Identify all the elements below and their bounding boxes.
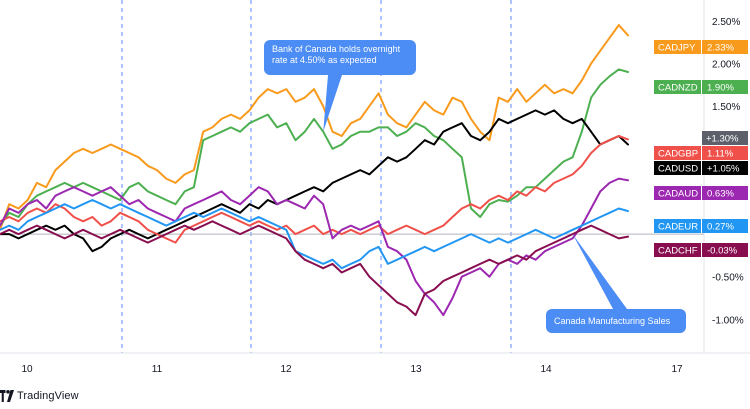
annotation-text: Canada Manufacturing Sales (554, 316, 671, 326)
tag-value-bg (702, 243, 748, 257)
x-tick-label: 12 (280, 364, 292, 375)
tag-value: 2.33% (707, 43, 734, 54)
tag-value-bg (702, 80, 748, 94)
price-tag-cadusd: CADUSD +1.05% (654, 161, 748, 175)
y-tick-label: -1.00% (712, 315, 744, 326)
annotation-text: Bank of Canada holds overnight (272, 44, 401, 54)
tradingview-label: TradingView (17, 390, 79, 402)
tag-value: 0.27% (707, 222, 734, 233)
y-tick-label: -0.50% (712, 273, 744, 284)
annotation-box (546, 309, 686, 333)
price-tag-cadaud: CADAUD 0.63% (654, 186, 748, 200)
tag-value: 1.90% (707, 83, 734, 94)
tag-value: 1.11% (707, 149, 734, 160)
tag-value-bg (702, 161, 748, 175)
y-tick-label: 2.00% (712, 59, 740, 70)
price-tag-extra: +1.30% (702, 131, 748, 145)
x-tick-label: 11 (152, 364, 163, 375)
tag-name: CADJPY (658, 43, 696, 54)
tag-name: CADEUR (658, 222, 698, 233)
tag-name: CADCHF (658, 246, 698, 257)
annotation-pointer (323, 75, 342, 132)
annotation-callout-2: Canada Manufacturing Sales (546, 234, 686, 333)
tag-name: CADGBP (658, 149, 698, 160)
y-tick-label: 1.50% (712, 102, 740, 113)
tag-name-bg (654, 80, 701, 94)
y-tick-label: 2.50% (712, 17, 740, 28)
tag-value-bg (702, 146, 748, 160)
tag-name-bg (654, 146, 701, 160)
tag-name-bg (654, 219, 701, 233)
tag-value: 0.63% (707, 189, 734, 200)
series-lines (0, 24, 629, 317)
price-tag-cadnzd: CADNZD 1.90% (654, 80, 748, 94)
tag-name-bg (654, 40, 701, 54)
tag-value: -0.03% (707, 246, 738, 257)
tag-name-bg (654, 243, 701, 257)
x-axis-ticks: 10 11 12 13 14 17 (21, 364, 683, 375)
series-cadchf (0, 220, 629, 317)
tag-name: CADNZD (658, 83, 698, 94)
series-cadeur (0, 199, 629, 270)
tradingview-branding[interactable]: TradingView (0, 388, 79, 404)
tag-name-bg (654, 161, 701, 175)
tag-value-bg (702, 186, 748, 200)
price-tag-cadeur: CADEUR 0.27% (654, 219, 748, 233)
tag-name: CADAUD (658, 189, 698, 200)
annotation-box (264, 40, 416, 75)
tag-extra-bg (702, 131, 748, 145)
x-tick-label: 14 (540, 364, 552, 375)
series-cadjpy (0, 24, 629, 231)
annotation-pointer (572, 234, 627, 309)
price-scale-tags: CADJPY 2.33% CADNZD 1.90% CADUSD +1.05% CADGBP… (654, 40, 748, 257)
tag-value: +1.05% (707, 164, 740, 175)
tag-extra-value: +1.30% (706, 134, 739, 145)
tag-name: CADUSD (658, 164, 698, 175)
annotation-text: rate at 4.50% as expected (272, 55, 377, 65)
x-tick-label: 10 (21, 364, 33, 375)
x-tick-label: 13 (410, 364, 422, 375)
x-tick-label: 17 (671, 364, 683, 375)
tag-value-bg (702, 219, 748, 233)
price-tag-cadjpy: CADJPY 2.33% (654, 40, 748, 54)
price-tag-cadchf: CADCHF -0.03% (654, 243, 748, 257)
tradingview-logo-icon (0, 390, 14, 402)
tag-name-bg (654, 186, 701, 200)
tag-value-bg (702, 40, 748, 54)
price-tag-cadgbp: CADGBP 1.11% (654, 146, 748, 160)
